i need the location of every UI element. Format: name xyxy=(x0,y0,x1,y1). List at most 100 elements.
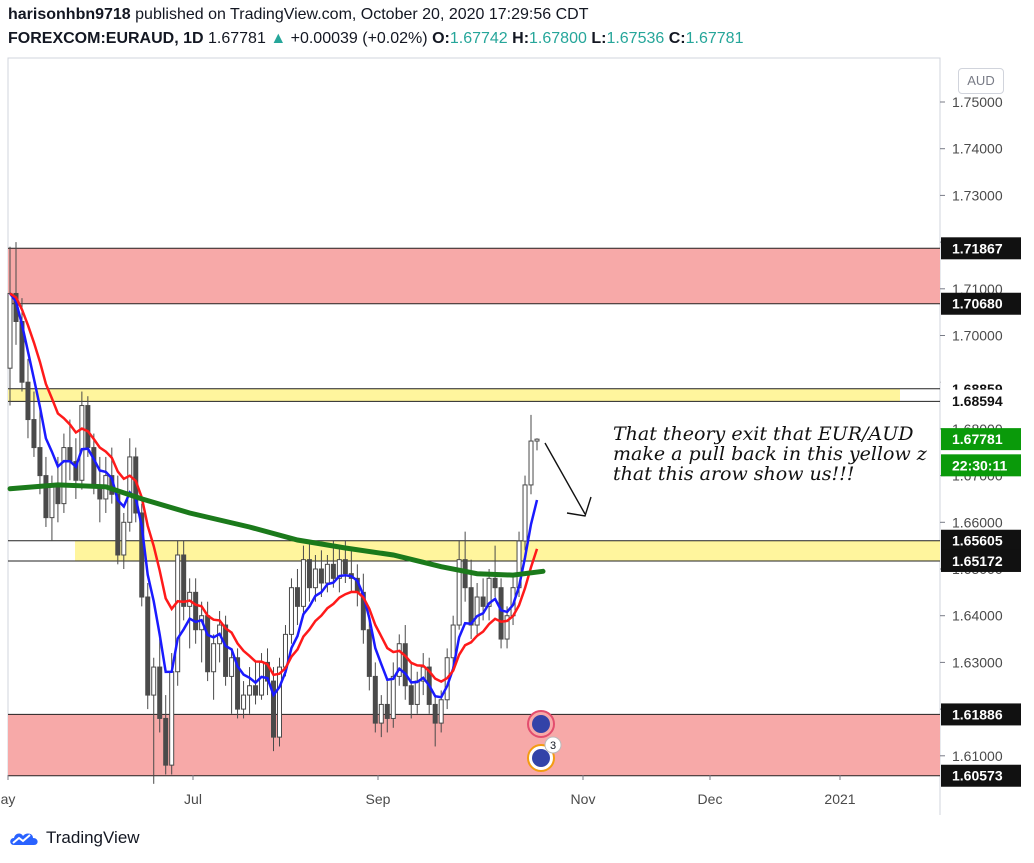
candle-body xyxy=(450,624,456,659)
candle-body xyxy=(306,559,312,589)
tradingview-logo[interactable]: TradingView xyxy=(8,828,140,848)
low-label: L: xyxy=(591,30,607,47)
y-tick-label: 1.73000 xyxy=(952,187,1003,203)
price-label-text: 1.60573 xyxy=(952,768,1003,784)
y-tick-label: 1.64000 xyxy=(952,608,1003,624)
last-price: 1.67781 xyxy=(208,30,266,47)
candle-body xyxy=(139,512,145,598)
yellow-zone xyxy=(75,540,940,561)
annotation-line: that this arow show us!!! xyxy=(613,463,854,485)
x-tick-label: Jul xyxy=(184,791,202,807)
published-text: published on TradingView.com, October 20… xyxy=(135,6,589,23)
price-label-box xyxy=(941,428,1021,451)
candle-body xyxy=(294,587,300,607)
candle-body xyxy=(73,461,79,481)
candle-body xyxy=(55,484,61,505)
price-label-text: 1.71867 xyxy=(952,240,1003,256)
close-value: 1.67781 xyxy=(685,30,744,47)
symbol-label[interactable]: FOREXCOM:EURAUD, 1D xyxy=(8,30,204,47)
symbol-ohlc-line: FOREXCOM:EURAUD, 1D 1.67781 ▲ +0.00039 (… xyxy=(8,30,743,48)
price-label-text: 22:30:11 xyxy=(952,457,1007,473)
candle-body xyxy=(342,559,348,575)
candle-body xyxy=(31,419,37,449)
price-label-text: 1.68594 xyxy=(952,393,1003,409)
annotation-line: make a pull back in this yellow z xyxy=(613,443,928,465)
price-label-box xyxy=(941,703,1021,726)
candle-body xyxy=(235,657,241,710)
candle-body xyxy=(402,643,408,687)
price-label-box xyxy=(941,454,1021,477)
y-tick-label: 1.61000 xyxy=(952,748,1003,764)
ema-slow-line xyxy=(9,292,539,684)
candle-body xyxy=(241,694,247,710)
price-label-text: 1.65605 xyxy=(952,533,1003,549)
tradingview-brand: TradingView xyxy=(46,828,140,847)
demand-zone xyxy=(8,714,940,776)
event-count-badge[interactable] xyxy=(544,736,562,754)
annotation-arrow xyxy=(544,442,586,515)
candle-body xyxy=(276,666,282,738)
y-tick-label: 1.70000 xyxy=(952,328,1003,344)
candle-body xyxy=(49,484,55,519)
candle-body xyxy=(163,717,169,766)
annotation-line: That theory exit that EUR/AUD xyxy=(613,423,913,445)
candle-body xyxy=(318,568,324,584)
candle-body xyxy=(390,675,396,719)
y-tick-label: 1.75000 xyxy=(952,94,1003,110)
up-triangle-icon: ▲ xyxy=(270,30,287,47)
author-name[interactable]: harisonhbn9718 xyxy=(8,6,131,23)
price-change: +0.00039 (+0.02%) xyxy=(290,30,428,47)
au-flag-icon xyxy=(532,749,550,767)
price-label-box xyxy=(941,764,1021,787)
event-count-text: 3 xyxy=(550,740,556,752)
close-label: C: xyxy=(668,30,686,47)
candle-body xyxy=(408,685,414,705)
x-tick-label: ay xyxy=(1,791,16,807)
supply-zone xyxy=(8,248,940,304)
candle-body xyxy=(85,405,91,449)
price-label-box xyxy=(941,529,1021,552)
x-tick-label: Sep xyxy=(366,791,391,807)
candle-body xyxy=(312,568,318,589)
candle-body xyxy=(498,587,504,640)
candle-body xyxy=(181,554,187,607)
y-tick-label: 1.66000 xyxy=(952,514,1003,530)
candle-body xyxy=(468,587,474,626)
candle-body xyxy=(91,447,97,486)
candle-body xyxy=(7,292,13,369)
price-label-box xyxy=(941,237,1021,260)
x-tick-label: 2021 xyxy=(824,791,855,807)
candle-body xyxy=(253,685,259,696)
y-tick-label: 1.74000 xyxy=(952,141,1003,157)
candle-body xyxy=(522,484,528,542)
candle-body xyxy=(504,615,510,640)
price-label-box xyxy=(940,389,1022,413)
publisher-line: harisonhbn9718 published on TradingView.… xyxy=(8,6,588,24)
sma-long-line xyxy=(7,482,546,578)
price-label-text: 1.67781 xyxy=(952,431,1003,447)
x-tick-label: Dec xyxy=(698,791,723,807)
candle-body xyxy=(25,381,31,421)
candle-body xyxy=(175,554,181,673)
candle-body xyxy=(438,699,444,724)
price-label-box xyxy=(941,549,1021,572)
y-tick-label: 1.63000 xyxy=(952,654,1003,670)
candle-body xyxy=(127,456,133,523)
candle-body xyxy=(115,493,121,556)
candle-body xyxy=(324,563,330,584)
low-value: 1.67536 xyxy=(606,30,665,47)
candle-body xyxy=(37,447,43,477)
candle-body xyxy=(384,703,390,719)
candle-body xyxy=(67,447,73,463)
candle-body xyxy=(486,577,492,607)
candle-body xyxy=(271,680,276,738)
candle-body xyxy=(223,624,229,677)
candle-body xyxy=(205,615,211,673)
currency-button[interactable]: AUD xyxy=(958,68,1004,94)
price-label-box xyxy=(941,292,1021,315)
candle-body xyxy=(211,643,217,673)
open-value: 1.67742 xyxy=(449,30,508,47)
candle-body xyxy=(534,438,540,442)
candle-body xyxy=(121,521,127,556)
